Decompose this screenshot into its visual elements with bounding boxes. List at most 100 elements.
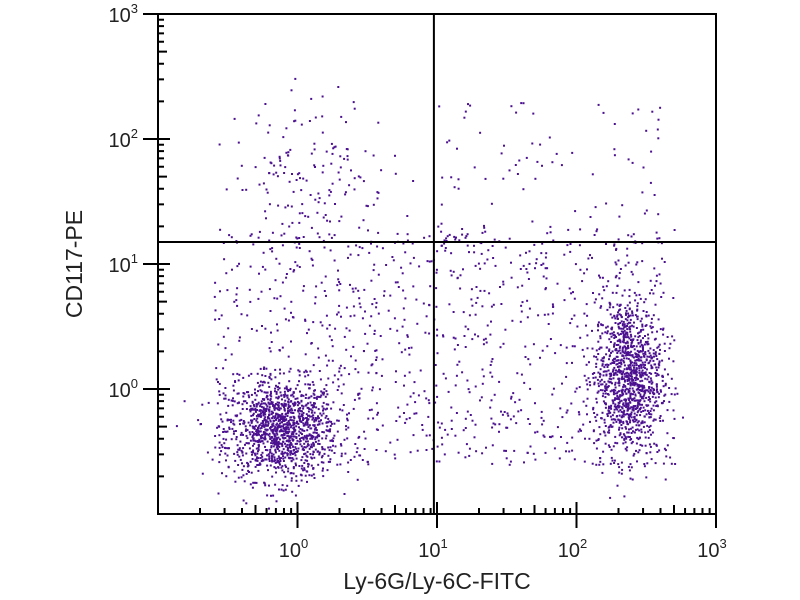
data-point [621, 415, 624, 418]
data-point [659, 328, 662, 331]
data-point [464, 110, 467, 113]
data-point [629, 477, 632, 480]
data-point [629, 427, 632, 430]
data-point [290, 472, 293, 474]
data-point [639, 380, 642, 383]
data-point [281, 465, 284, 468]
data-point [244, 425, 247, 428]
data-point [225, 411, 228, 414]
data-point [324, 408, 327, 411]
data-point [599, 380, 602, 383]
data-point [375, 356, 378, 359]
data-point [273, 416, 276, 419]
data-point [263, 412, 265, 415]
data-point [622, 413, 625, 416]
data-point [612, 391, 615, 394]
data-point [286, 443, 289, 446]
data-point [658, 273, 661, 276]
data-point [325, 150, 328, 153]
data-point [315, 397, 318, 400]
data-point [645, 396, 648, 399]
data-point [618, 349, 621, 352]
data-point [636, 318, 639, 321]
data-point [280, 457, 283, 460]
data-point [490, 360, 493, 363]
data-point [302, 412, 305, 414]
data-point [300, 479, 303, 482]
data-point [628, 407, 631, 410]
data-point [415, 412, 418, 415]
data-point [473, 244, 475, 247]
data-point [245, 434, 248, 437]
data-point [636, 405, 639, 408]
data-point [633, 383, 636, 386]
data-point [668, 347, 671, 350]
data-point [571, 151, 574, 154]
data-point [312, 321, 315, 324]
data-point [232, 373, 235, 376]
data-point [298, 370, 301, 373]
data-point [640, 428, 643, 431]
data-point [629, 362, 632, 365]
data-point [321, 324, 324, 327]
data-point [588, 361, 590, 364]
data-point [635, 374, 638, 376]
data-point [293, 430, 296, 433]
data-point [231, 427, 234, 430]
data-point [252, 243, 255, 246]
data-point [623, 361, 626, 364]
data-point [298, 426, 300, 429]
data-point [247, 464, 250, 467]
data-point [623, 289, 626, 292]
data-point [614, 435, 617, 438]
data-point [647, 396, 650, 399]
data-point [328, 194, 331, 197]
data-point [286, 421, 289, 424]
data-point [556, 282, 559, 285]
data-point [311, 409, 314, 412]
data-point [238, 419, 241, 422]
data-point [623, 329, 626, 332]
data-point [632, 398, 635, 401]
data-point [645, 452, 648, 455]
data-point [609, 341, 612, 343]
data-point [618, 414, 621, 417]
data-point [261, 436, 264, 439]
data-point [612, 400, 615, 403]
data-point [640, 397, 643, 400]
data-point [283, 432, 286, 435]
data-point [325, 390, 328, 393]
data-point [649, 325, 652, 328]
data-point [655, 280, 658, 283]
data-point [318, 197, 321, 200]
data-point [605, 383, 608, 386]
data-point [226, 447, 229, 450]
data-point [298, 212, 301, 215]
data-point [601, 363, 604, 366]
data-point [308, 250, 311, 253]
data-point [246, 461, 249, 464]
data-point [296, 439, 299, 442]
data-point [392, 259, 395, 262]
data-point [286, 424, 289, 426]
data-point [237, 141, 240, 144]
data-point [233, 300, 236, 303]
data-point [317, 434, 320, 437]
data-point [638, 367, 641, 370]
data-point [328, 420, 331, 423]
data-point [608, 405, 610, 408]
data-point [334, 327, 337, 330]
data-point [455, 236, 457, 239]
data-point [279, 430, 282, 432]
data-point [669, 456, 672, 459]
data-point [493, 393, 496, 396]
data-point [637, 336, 640, 339]
data-point [280, 452, 283, 455]
data-point [249, 460, 252, 463]
data-point [605, 285, 608, 288]
data-point [597, 340, 600, 343]
data-point [627, 403, 630, 406]
data-point [627, 431, 630, 434]
data-point [639, 350, 642, 352]
data-point [285, 465, 287, 468]
